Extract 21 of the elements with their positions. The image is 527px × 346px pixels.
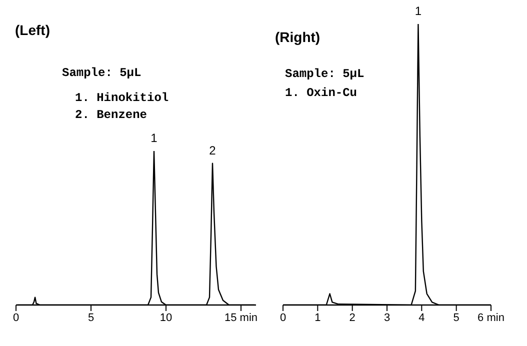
x-tick-label: 2 xyxy=(349,312,356,324)
x-tick-label: 6 min xyxy=(478,312,504,324)
x-tick-label: 10 xyxy=(160,312,172,324)
x-tick-label: 5 xyxy=(88,312,94,324)
text: Sample: 5μL xyxy=(62,66,142,80)
chart-title: (Left) xyxy=(15,22,50,38)
annotation: 1. Oxin-Cu xyxy=(285,86,358,100)
annotation: Sample: 5μL xyxy=(285,67,364,81)
annotation: 1 xyxy=(150,131,158,145)
x-tick-label: 15 min xyxy=(224,312,258,324)
x-tick-label: 3 xyxy=(384,312,390,324)
annotation: 1 xyxy=(414,4,422,18)
x-tick-label: 5 xyxy=(453,312,460,324)
chart-title: (Right) xyxy=(275,29,320,45)
x-tick-label: 1 xyxy=(314,312,321,324)
x-tick-label: 4 xyxy=(418,312,425,324)
x-tick-label: 0 xyxy=(280,312,286,324)
x-tick-label: 0 xyxy=(12,312,20,324)
text: 2. Benzene xyxy=(75,108,148,122)
text: 1. Hinokitiol xyxy=(75,91,169,105)
annotation: 2 xyxy=(209,143,216,158)
